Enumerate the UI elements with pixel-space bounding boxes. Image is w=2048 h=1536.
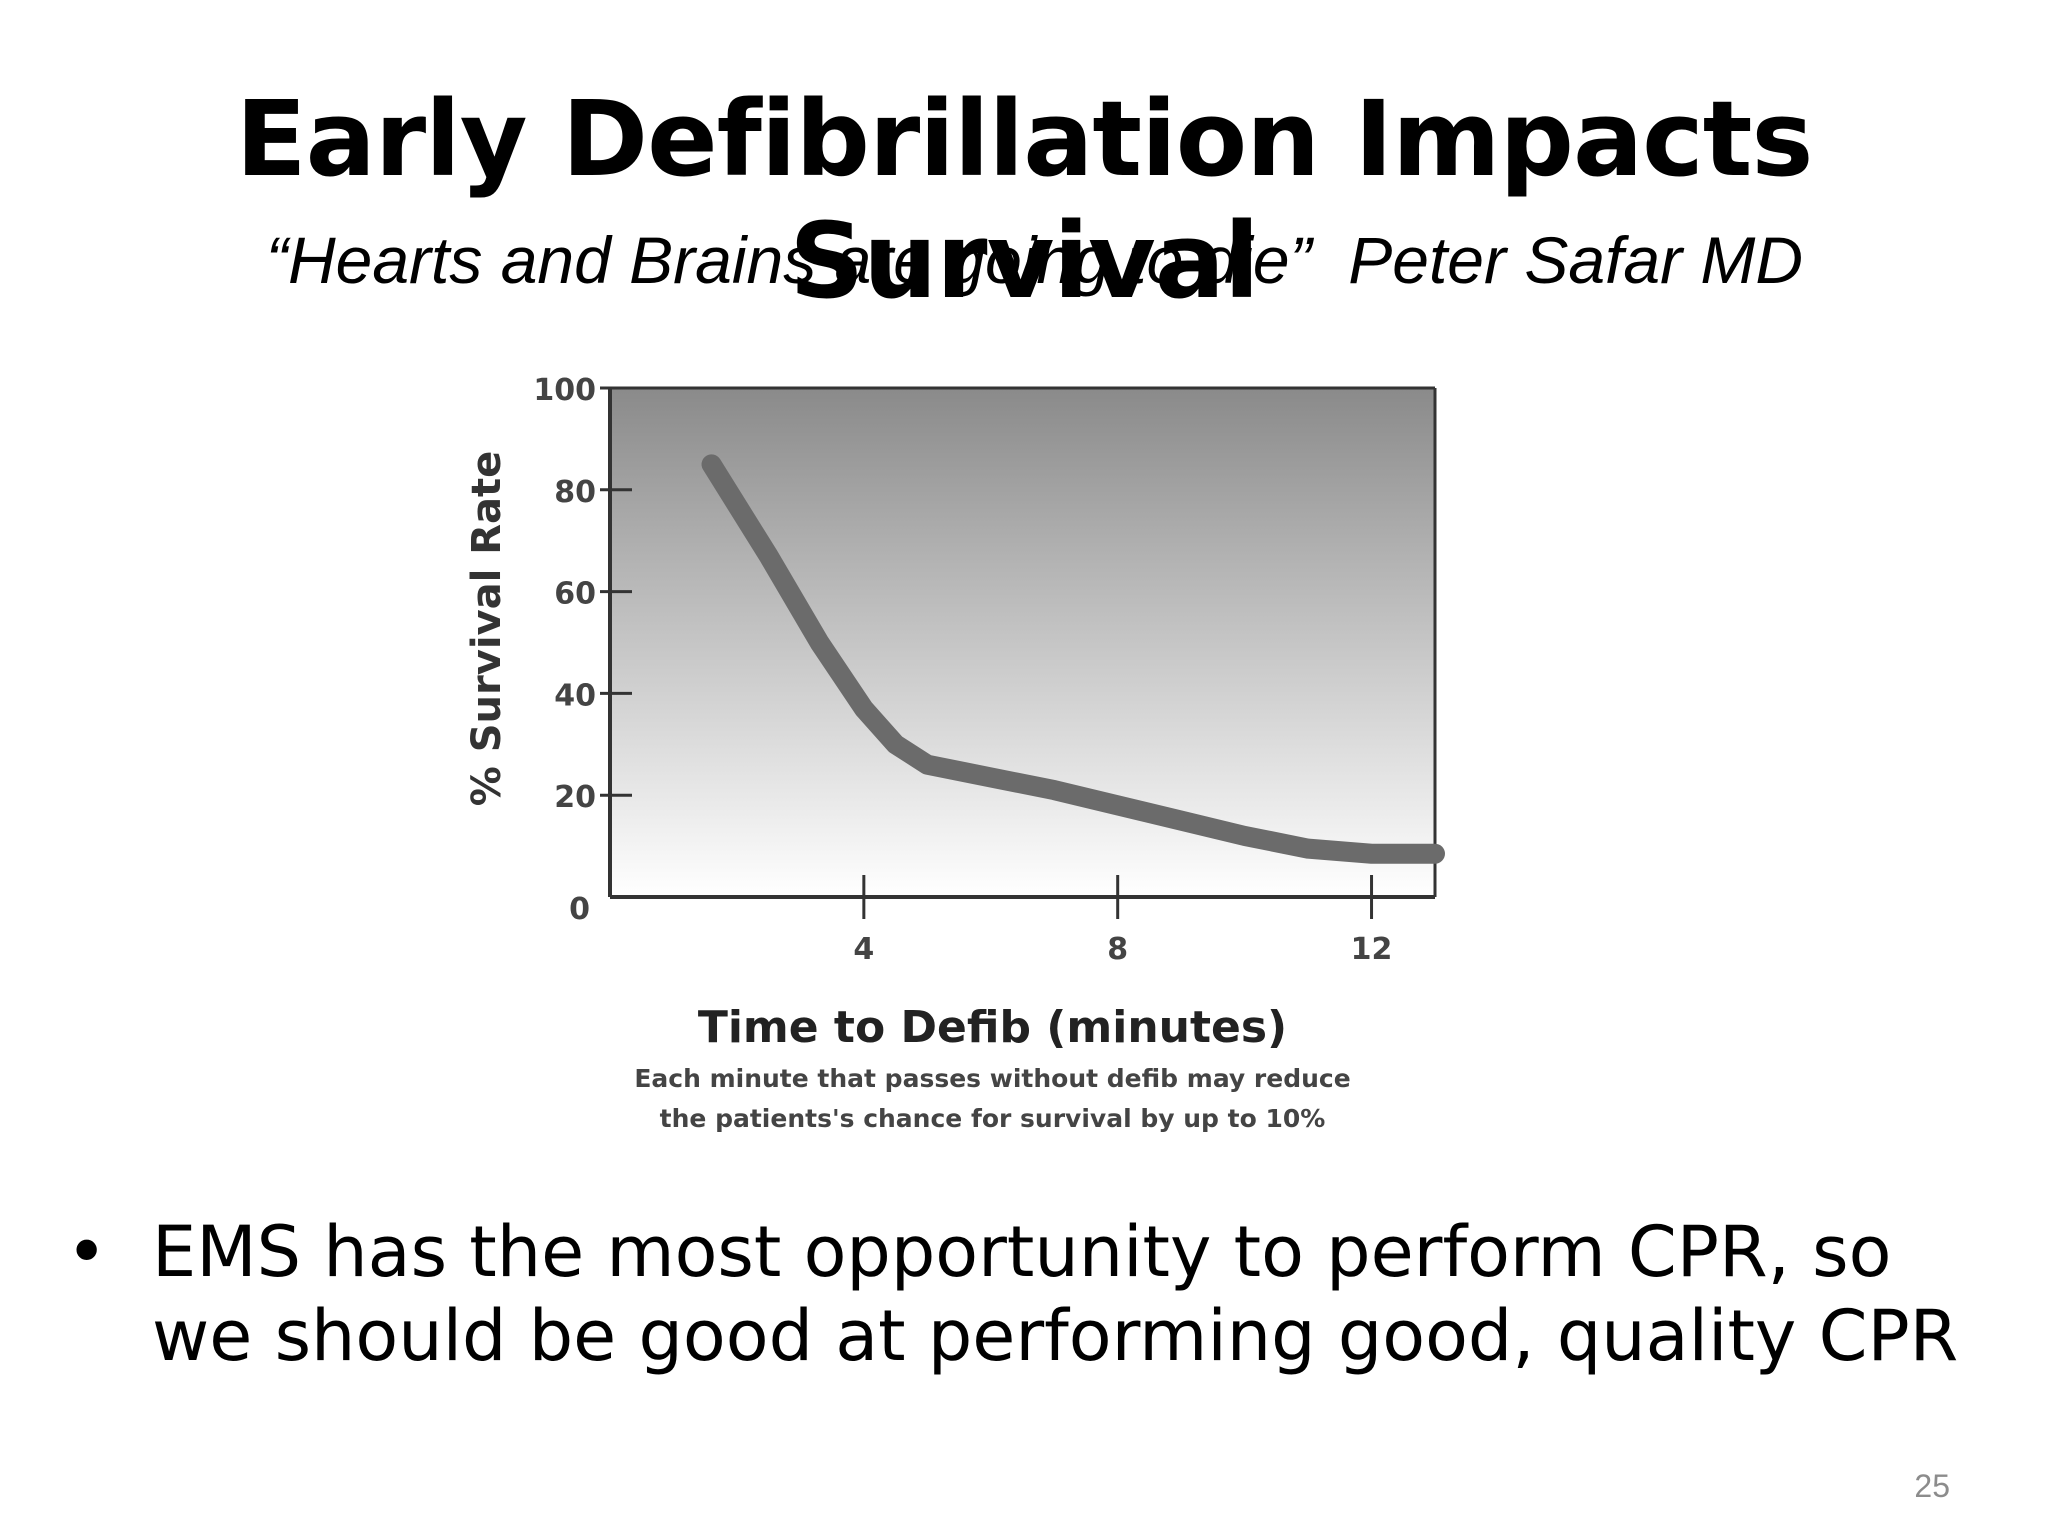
y-tick-label: 20: [554, 780, 596, 815]
chart-axes: [608, 386, 1437, 899]
y-tick-label: 0: [569, 892, 590, 927]
x-tick-label: 4: [853, 932, 874, 967]
x-axis-ticks: 4 8 12: [853, 875, 1392, 967]
y-tick-label: 100: [533, 373, 596, 408]
bullet-marker: •: [66, 1211, 108, 1293]
slide-quote: “Hearts and Brains are going to die” Pet…: [266, 223, 1804, 297]
page-number: 25: [1914, 1468, 1950, 1504]
y-tick-label: 40: [554, 678, 596, 713]
plot-area: [610, 388, 1435, 897]
slide-title: Early Defibrillation Impacts Survival: [235, 78, 1814, 322]
y-tick-label: 80: [554, 475, 596, 510]
chart-caption-line-2: the patients's chance for survival by up…: [660, 1104, 1326, 1133]
x-axis-label: Time to Defib (minutes): [698, 1002, 1287, 1053]
survival-line: [701, 454, 1445, 864]
bullet-text: EMS has the most opportunity to perform …: [152, 1211, 1959, 1377]
chart-caption-line-1: Each minute that passes without defib ma…: [634, 1064, 1350, 1093]
survival-chart: 0 20 40 60 80 100 4 8 12 % Survival Rate Time t…: [464, 373, 1445, 1133]
y-axis-label: % Survival Rate: [464, 451, 510, 807]
series-group: [701, 454, 1445, 864]
y-axis-ticks: 0 20 40 60 80 100: [533, 373, 632, 927]
y-tick-label: 60: [554, 577, 596, 612]
x-tick-label: 12: [1351, 932, 1393, 967]
x-tick-label: 8: [1107, 932, 1128, 967]
